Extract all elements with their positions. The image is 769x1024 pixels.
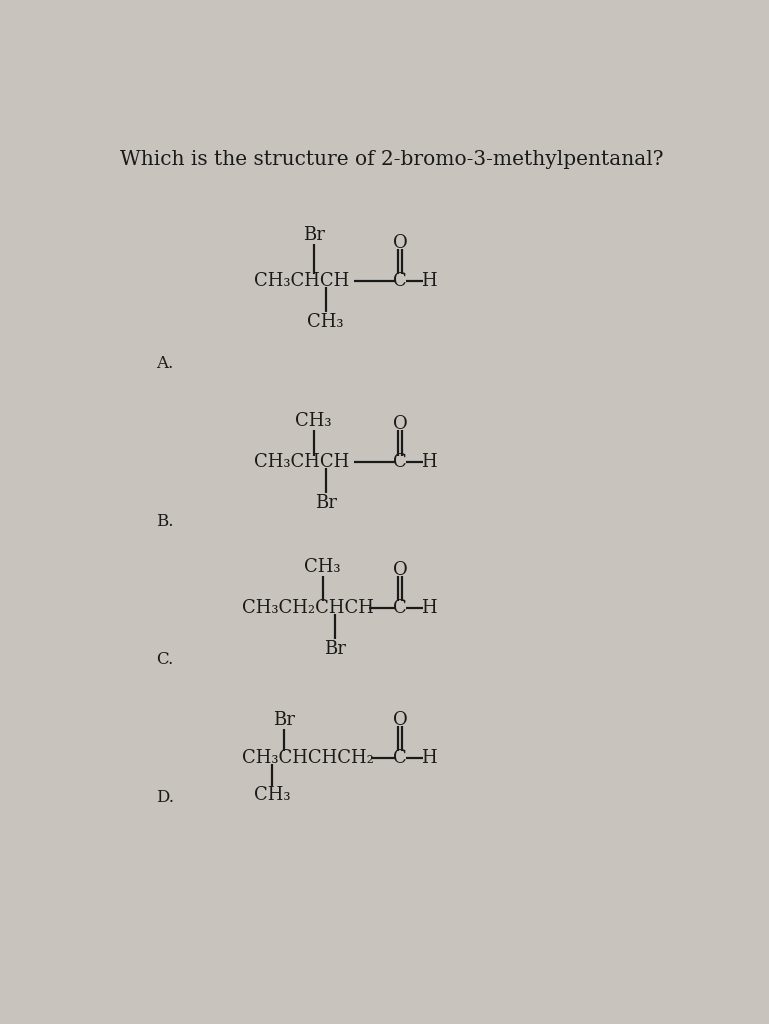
Text: C: C bbox=[393, 599, 407, 616]
Text: CH₃: CH₃ bbox=[295, 412, 332, 430]
Text: Which is the structure of 2-bromo-3-methylpentanal?: Which is the structure of 2-bromo-3-meth… bbox=[120, 151, 664, 170]
Text: Br: Br bbox=[315, 494, 337, 512]
Text: B.: B. bbox=[155, 513, 173, 529]
Text: Br: Br bbox=[273, 711, 295, 729]
Text: C: C bbox=[393, 271, 407, 290]
Text: CH₃CHCHCH₂: CH₃CHCHCH₂ bbox=[241, 749, 374, 767]
Text: O: O bbox=[393, 415, 408, 433]
Text: O: O bbox=[393, 711, 408, 729]
Text: CH₃CHCH: CH₃CHCH bbox=[254, 453, 349, 471]
Text: O: O bbox=[393, 561, 408, 579]
Text: O: O bbox=[393, 233, 408, 252]
Text: Br: Br bbox=[303, 226, 325, 244]
Text: CH₃CH₂CHCH: CH₃CH₂CHCH bbox=[241, 599, 374, 616]
Text: H: H bbox=[421, 271, 437, 290]
Text: C: C bbox=[393, 749, 407, 767]
Text: CH₃: CH₃ bbox=[254, 786, 290, 805]
Text: H: H bbox=[421, 749, 437, 767]
Text: CH₃CHCH: CH₃CHCH bbox=[254, 271, 349, 290]
Text: Br: Br bbox=[324, 640, 345, 657]
Text: CH₃: CH₃ bbox=[308, 312, 344, 331]
Text: H: H bbox=[421, 599, 437, 616]
Text: C.: C. bbox=[155, 650, 173, 668]
Text: A.: A. bbox=[155, 355, 173, 372]
Text: H: H bbox=[421, 453, 437, 471]
Text: D.: D. bbox=[155, 788, 174, 806]
Text: C: C bbox=[393, 453, 407, 471]
Text: CH₃: CH₃ bbox=[305, 558, 341, 575]
